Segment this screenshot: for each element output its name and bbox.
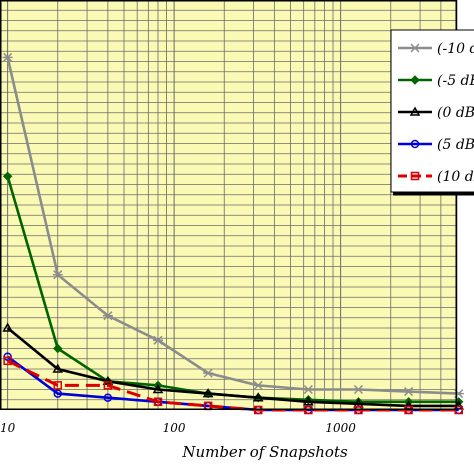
data-point bbox=[3, 356, 12, 366]
x-tick-label: 1000 bbox=[325, 421, 356, 435]
x-tick-label: 10 bbox=[0, 421, 16, 435]
data-point bbox=[203, 368, 214, 378]
data-point bbox=[453, 389, 464, 399]
data-point bbox=[53, 381, 62, 390]
data-point bbox=[103, 381, 113, 390]
data-point bbox=[410, 43, 420, 53]
x-axis-label: Number of Snapshots bbox=[181, 443, 348, 461]
legend-label: (10 dE bbox=[437, 169, 474, 185]
data-point bbox=[103, 393, 113, 402]
data-point bbox=[353, 384, 364, 395]
data-point bbox=[2, 322, 13, 332]
data-point bbox=[102, 311, 113, 321]
plot-border bbox=[0, 0, 457, 410]
data-point bbox=[409, 106, 421, 116]
legend: (-10 d (-5 dE (0 dB (5 dB (10 dE bbox=[390, 29, 474, 196]
data-point bbox=[202, 388, 214, 398]
data-point bbox=[153, 397, 163, 407]
data-point bbox=[53, 389, 62, 398]
series-line bbox=[6, 57, 459, 395]
legend-label: (-10 d bbox=[437, 41, 474, 57]
data-point bbox=[152, 335, 163, 345]
data-point bbox=[152, 383, 164, 394]
data-point bbox=[252, 392, 264, 402]
data-point bbox=[410, 75, 420, 85]
data-point bbox=[53, 343, 63, 354]
legend-item: (0 dB bbox=[398, 105, 474, 121]
data-point bbox=[52, 270, 63, 280]
data-point bbox=[303, 384, 314, 395]
data-point bbox=[403, 387, 414, 397]
data-point bbox=[52, 363, 64, 373]
data-point bbox=[410, 171, 420, 181]
series-group bbox=[2, 52, 464, 399]
legend-label: (-5 dE bbox=[437, 73, 474, 89]
legend-item: (5 dB bbox=[398, 137, 474, 153]
data-point bbox=[2, 171, 13, 182]
data-point bbox=[303, 396, 314, 406]
legend-label: (0 dB bbox=[437, 105, 474, 121]
legend-item: (10 dE bbox=[398, 169, 474, 185]
data-point bbox=[410, 139, 420, 149]
legend-label: (5 dB bbox=[437, 137, 474, 153]
data-point bbox=[253, 380, 264, 390]
data-point bbox=[2, 52, 13, 62]
legend-item: (-10 d bbox=[398, 41, 474, 57]
legend-item: (-5 dE bbox=[398, 73, 474, 89]
gridlines bbox=[0, 0, 458, 410]
x-tick-labels: 10 100 1000 bbox=[0, 421, 356, 435]
x-tick-label: 100 bbox=[163, 421, 186, 435]
series-line bbox=[6, 326, 459, 408]
